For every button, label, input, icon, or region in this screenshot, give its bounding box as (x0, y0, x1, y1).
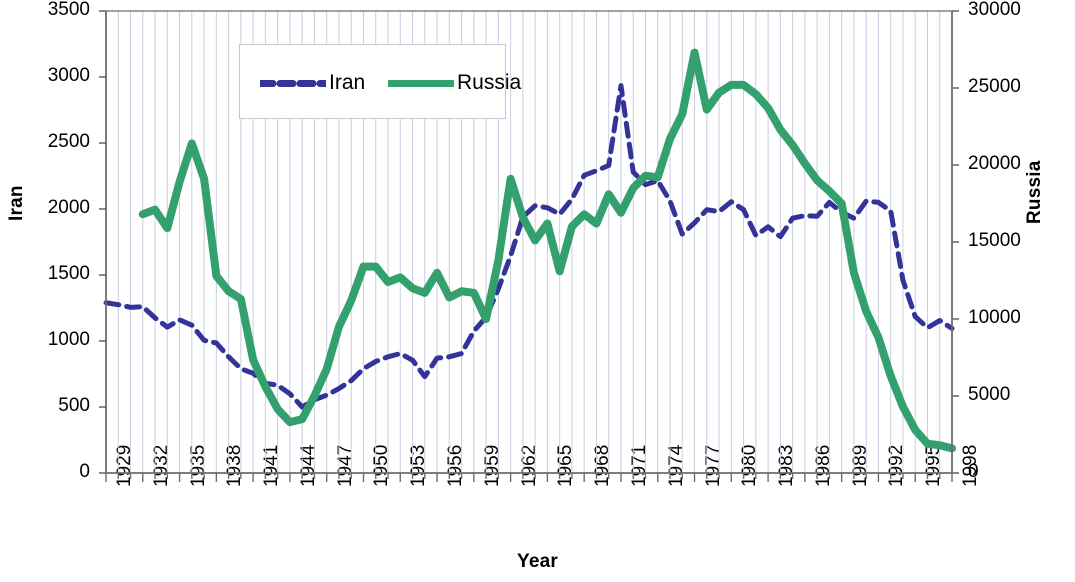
plot-area (99, 10, 959, 482)
x-axis-tick-label: 1998 (960, 444, 981, 487)
y-axis-left-tick-label: 2000 (47, 197, 90, 218)
y-axis-left-tick-label: 0 (79, 461, 90, 482)
y-axis-left-tick-label: 2500 (47, 131, 90, 152)
axis-frame (99, 10, 959, 482)
legend-label-russia: Russia (457, 71, 522, 94)
y-axis-left-tick-label: 1500 (47, 263, 90, 284)
legend-swatch-iran (260, 79, 326, 87)
series-line-iran (103, 83, 955, 410)
y-axis-right-title: Russia (1024, 160, 1045, 224)
legend: Iran Russia (239, 44, 521, 119)
y-axis-right-tick-label: 10000 (968, 307, 1021, 328)
y-axis-right-tick-label: 30000 (968, 0, 1021, 20)
y-axis-right-tick-label: 0 (968, 461, 979, 482)
y-axis-right-tick-label: 5000 (968, 384, 1011, 405)
series-lines (103, 48, 956, 453)
series-line-russia (138, 48, 956, 453)
y-axis-right-tick-label: 20000 (968, 153, 1021, 174)
y-axis-left-tick-label: 3500 (47, 0, 90, 20)
y-axis-left-tick-label: 500 (58, 395, 90, 416)
legend-swatch-russia (388, 79, 454, 87)
legend-item-iran: Iran (260, 70, 365, 96)
legend-label-iran: Iran (329, 71, 366, 94)
y-axis-right-tick-label: 15000 (968, 230, 1021, 251)
y-axis-left-tick-label: 3000 (47, 65, 90, 86)
y-axis-right-tick-label: 25000 (968, 76, 1021, 97)
legend-item-russia: Russia (388, 70, 521, 96)
x-axis-title: Year (517, 551, 558, 572)
y-axis-left-tick-label: 1000 (47, 329, 90, 350)
